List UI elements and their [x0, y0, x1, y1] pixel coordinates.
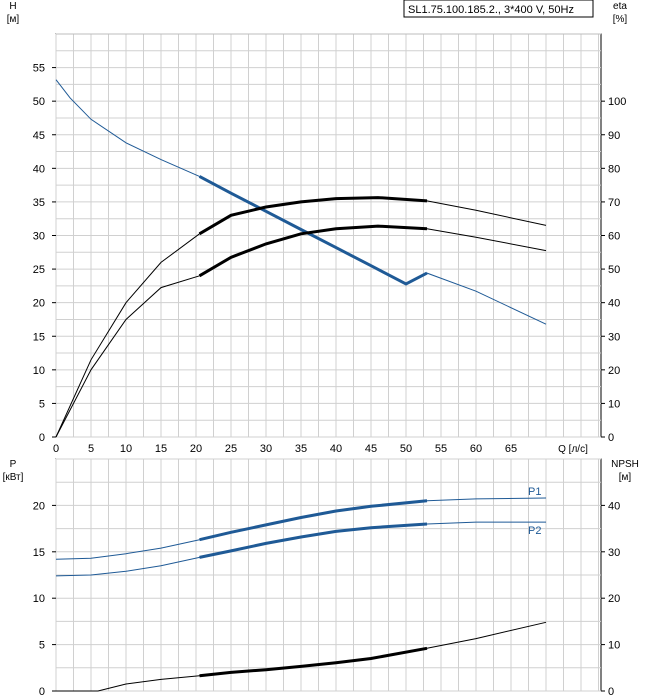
- y-left-tick-label: 20: [33, 298, 45, 310]
- x-tick-label: 30: [260, 443, 272, 455]
- y-right-tick-label: 50: [608, 264, 620, 276]
- x-tick-label: 0: [53, 443, 59, 455]
- y-right-tick-label: 30: [608, 331, 620, 343]
- series-operating-range: [198, 224, 428, 278]
- top-chart-series: [55, 79, 547, 438]
- y-left-tick-label: 25: [33, 264, 45, 276]
- y-left-tick-label: 5: [39, 640, 45, 652]
- y-right-tick-label: 30: [608, 547, 620, 559]
- title-box: [403, 0, 594, 18]
- y-left-unit-bottom: [кВт]: [3, 472, 24, 483]
- series-label-p1: P1: [528, 486, 541, 498]
- x-tick-label: 65: [505, 443, 517, 455]
- x-tick-label: 60: [470, 443, 482, 455]
- chart-title: SL1.75.100.185.2., 3*400 V, 50Hz: [408, 4, 574, 16]
- y-left-label-top: H: [9, 1, 16, 12]
- y-left-unit-top: [м]: [7, 14, 20, 25]
- y-right-unit-top: [%]: [613, 14, 628, 25]
- y-left-tick-label: 15: [33, 331, 45, 343]
- y-right-tick-label: 10: [608, 398, 620, 410]
- y-right-tick-label: 10: [608, 640, 620, 652]
- y-right-tick-label: 80: [608, 163, 620, 175]
- x-tick-label: 40: [330, 443, 342, 455]
- y-right-tick-label: 20: [608, 365, 620, 377]
- x-tick-label: 25: [225, 443, 237, 455]
- series-operating-range: [199, 646, 428, 678]
- y-left-tick-label: 0: [39, 686, 45, 698]
- y-right-tick-label: 40: [608, 500, 620, 512]
- y-right-tick-label: 0: [608, 432, 614, 444]
- y-right-tick-label: 0: [608, 686, 614, 698]
- y-right-tick-label: 20: [608, 593, 620, 605]
- bottom-chart-grid: [55, 458, 602, 692]
- axis-ticks: 0510152025303540455055010203040506070809…: [33, 63, 627, 698]
- y-right-unit-bottom: [м]: [619, 472, 632, 483]
- x-tick-label: 35: [295, 443, 307, 455]
- y-left-tick-label: 45: [33, 130, 45, 142]
- y-right-tick-label: 40: [608, 298, 620, 310]
- x-tick-label: 45: [365, 443, 377, 455]
- y-right-label-bottom: NPSH: [611, 459, 639, 470]
- x-axis-label: Q [л/с]: [558, 444, 588, 455]
- bottom-chart-series: [55, 497, 547, 692]
- y-right-tick-label: 60: [608, 231, 620, 243]
- series-operating-range: [198, 196, 428, 236]
- x-tick-label: 5: [88, 443, 94, 455]
- series-operating-range: [198, 175, 428, 286]
- x-tick-label: 15: [155, 443, 167, 455]
- y-left-tick-label: 5: [39, 398, 45, 410]
- y-right-tick-label: 100: [608, 96, 626, 108]
- y-left-tick-label: 10: [33, 593, 45, 605]
- top-chart-grid: [55, 33, 602, 438]
- y-left-tick-label: 15: [33, 547, 45, 559]
- y-left-tick-label: 10: [33, 365, 45, 377]
- series-label-p2: P2: [528, 525, 541, 537]
- y-left-tick-label: 40: [33, 163, 45, 175]
- x-tick-label: 20: [190, 443, 202, 455]
- y-left-tick-label: 50: [33, 96, 45, 108]
- x-tick-label: 50: [400, 443, 412, 455]
- series-operating-range: [199, 499, 428, 542]
- y-left-tick-label: 35: [33, 197, 45, 209]
- y-right-tick-label: 90: [608, 130, 620, 142]
- y-right-label-top: eta: [613, 1, 627, 12]
- x-tick-label: 55: [435, 443, 447, 455]
- y-right-tick-label: 70: [608, 197, 620, 209]
- series-operating-range: [199, 522, 428, 559]
- y-left-tick-label: 55: [33, 63, 45, 75]
- y-left-label-bottom: P: [10, 459, 17, 470]
- x-tick-label: 10: [120, 443, 132, 455]
- y-left-tick-label: 20: [33, 500, 45, 512]
- y-left-tick-label: 0: [39, 432, 45, 444]
- y-left-tick-label: 30: [33, 231, 45, 243]
